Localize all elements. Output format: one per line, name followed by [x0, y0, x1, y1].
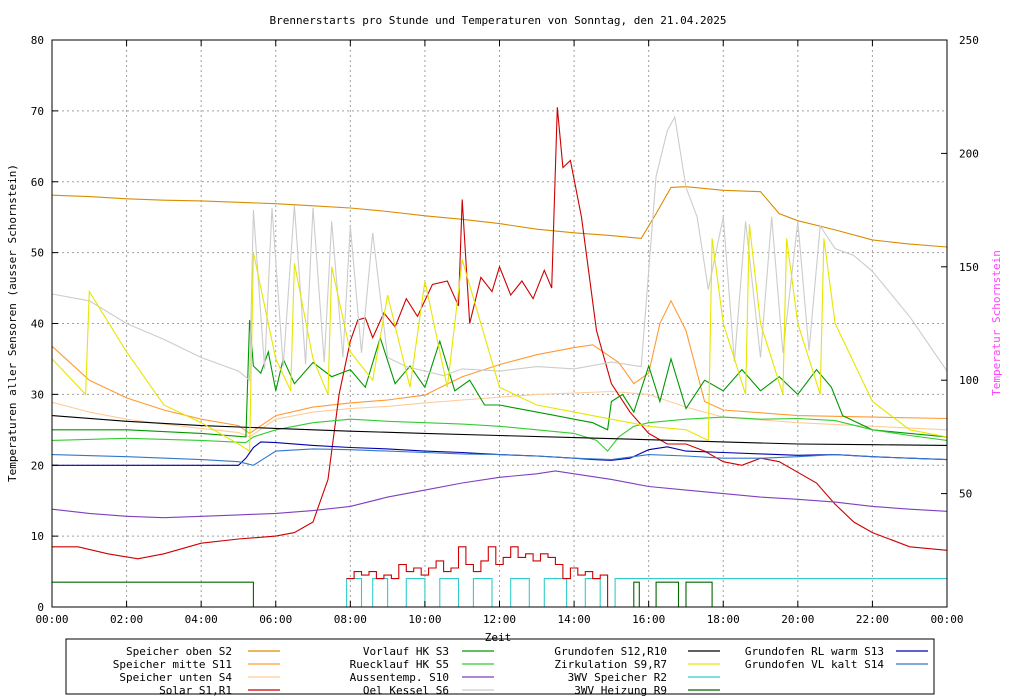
series-lines: [51, 107, 948, 608]
series-line: [51, 470, 948, 519]
y-tick-label: 0: [37, 601, 44, 614]
series-line: [51, 448, 948, 466]
axis-ticks: 00:00 02:00 04:00 06:00 08:00 10:00 12:00 14:00…: [31, 34, 979, 626]
legend-label: Grundofen VL kalt S14: [745, 658, 884, 671]
legend-label: Oel Kessel S6: [363, 684, 449, 697]
x-tick-label: 08:00: [334, 613, 367, 626]
y2-tick-label: 200: [959, 147, 979, 160]
x-tick-label: 22:00: [856, 613, 889, 626]
series-line: [52, 319, 948, 438]
legend-box: [65, 638, 935, 695]
x-tick-label: 20:00: [781, 613, 814, 626]
y-tick-label: 20: [31, 459, 44, 472]
x-tick-label: 00:00: [35, 613, 68, 626]
y2-tick-label: 150: [959, 261, 979, 274]
y-tick-label: 40: [31, 318, 44, 331]
legend-label: Grundofen S12,R10: [554, 645, 667, 658]
x-tick-label: 18:00: [707, 613, 740, 626]
x-axis-label: Zeit: [485, 631, 512, 644]
x-tick-label: 02:00: [110, 613, 143, 626]
y-tick-label: 60: [31, 176, 44, 189]
x-tick-label: 04:00: [185, 613, 218, 626]
y-tick-label: 70: [31, 105, 44, 118]
x-tick-label: 00:00: [930, 613, 963, 626]
series-line: [51, 224, 948, 453]
series-line: [51, 115, 948, 382]
legend-label: Speicher mitte S11: [113, 658, 232, 671]
y2-tick-label: 250: [959, 34, 979, 47]
legend-label: Ruecklauf HK S5: [350, 658, 449, 671]
legend-label: Vorlauf HK S3: [363, 645, 449, 658]
y2-tick-label: 100: [959, 374, 979, 387]
legend-label: Speicher oben S2: [126, 645, 232, 658]
grid: [52, 40, 947, 607]
series-line: [51, 415, 948, 446]
y2-axis-label: Temperatur Schornstein: [990, 250, 1003, 396]
y-tick-label: 10: [31, 530, 44, 543]
legend-label: Solar S1,R1: [159, 684, 232, 697]
y-tick-label: 80: [31, 34, 44, 47]
series-line: [51, 186, 948, 248]
y-axis-label: Temperaturen aller Sensoren (ausser Scho…: [6, 164, 19, 482]
legend-label: 3WV Speicher R2: [568, 671, 667, 684]
legend-label: 3WV Heizung R9: [574, 684, 667, 697]
series-line: [346, 546, 609, 607]
x-tick-label: 10:00: [408, 613, 441, 626]
chart-title: Brennerstarts pro Stunde und Temperature…: [270, 14, 727, 27]
series-line: [51, 390, 948, 438]
x-tick-label: 16:00: [632, 613, 665, 626]
x-tick-label: 14:00: [558, 613, 591, 626]
legend-label: Grundofen RL warm S13: [745, 645, 884, 658]
series-line: [51, 299, 948, 435]
series-line: [52, 107, 948, 560]
x-tick-label: 06:00: [259, 613, 292, 626]
y2-tick-label: 50: [959, 488, 972, 501]
x-tick-label: 12:00: [483, 613, 516, 626]
series-line: [51, 416, 948, 452]
legend-label: Speicher unten S4: [119, 671, 232, 684]
legend-label: Zirkulation S9,R7: [554, 658, 667, 671]
y-tick-label: 30: [31, 388, 44, 401]
series-line: [52, 578, 947, 608]
legend-label: Aussentemp. S10: [350, 671, 449, 684]
y-tick-label: 50: [31, 247, 44, 260]
